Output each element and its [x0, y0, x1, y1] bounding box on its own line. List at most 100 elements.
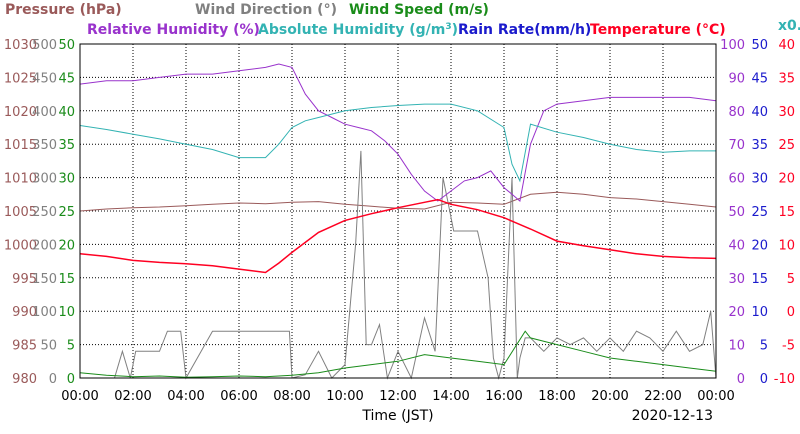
right-axes: 0102030405060708090100051015202530354045… — [720, 38, 795, 387]
tick-wind_direction: 50 — [40, 339, 57, 354]
tick-time: 20:00 — [591, 389, 628, 404]
tick-pressure: 990 — [12, 305, 37, 320]
tick-pressure: 995 — [12, 272, 37, 287]
tick-rain_rate: 15 — [751, 272, 768, 287]
tick-wind_speed: 50 — [58, 38, 75, 53]
tick-time: 00:00 — [61, 389, 98, 404]
tick-temperature: 40 — [778, 38, 795, 53]
tick-rain_rate: 10 — [751, 305, 768, 320]
tick-rain_rate: 40 — [751, 105, 768, 120]
tick-time: 10:00 — [326, 389, 363, 404]
tick-rain_rate: 50 — [751, 38, 768, 53]
tick-time: 02:00 — [114, 389, 151, 404]
left-axes: 9809859909951000100510101015102010251030… — [4, 38, 75, 387]
tick-wind_direction: 400 — [32, 105, 57, 120]
tick-pressure: 985 — [12, 339, 37, 354]
tick-time: 14:00 — [432, 389, 469, 404]
tick-relative_humidity: 70 — [728, 138, 745, 153]
tick-wind_direction: 0 — [49, 372, 57, 387]
tick-wind_speed: 10 — [58, 305, 75, 320]
tick-rain_rate: 35 — [751, 138, 768, 153]
tick-wind_speed: 40 — [58, 105, 75, 120]
tick-pressure: 1010 — [4, 172, 37, 187]
tick-temperature: 25 — [778, 138, 795, 153]
legend-wind_speed: Wind Speed (m/s) — [349, 2, 489, 18]
tick-relative_humidity: 0 — [737, 372, 745, 387]
tick-rain_rate: 20 — [751, 238, 768, 253]
tick-temperature: 0 — [787, 305, 795, 320]
tick-wind_direction: 350 — [32, 138, 57, 153]
legend-temperature: Temperature (°C) — [590, 22, 726, 38]
series-wind_speed-line — [79, 103, 716, 183]
tick-relative_humidity: 50 — [728, 205, 745, 220]
tick-wind_direction: 450 — [32, 71, 57, 86]
tick-time: 08:00 — [273, 389, 310, 404]
legend-row-2: Relative Humidity (%)Absolute Humidity (… — [87, 22, 726, 38]
tick-temperature: 35 — [778, 71, 795, 86]
tick-time: 12:00 — [379, 389, 416, 404]
tick-relative_humidity: 20 — [728, 305, 745, 320]
plot-frame — [79, 43, 717, 379]
legend-rain_rate: Rain Rate(mm/h) — [458, 22, 591, 38]
tick-pressure: 1030 — [4, 38, 37, 53]
tick-time: 22:00 — [644, 389, 681, 404]
tick-time: 16:00 — [485, 389, 522, 404]
tick-wind_direction: 300 — [32, 172, 57, 187]
series-temperature-line — [79, 198, 717, 274]
tick-wind_direction: 100 — [32, 305, 57, 320]
x-axis: 00:00 02:00 04:00 06:00 08:00 10:00 12:00 14:00… — [61, 389, 734, 404]
tick-wind_speed: 35 — [58, 138, 75, 153]
tick-wind_speed: 0 — [67, 372, 75, 387]
tick-pressure: 980 — [12, 372, 37, 387]
tick-pressure: 1005 — [4, 205, 37, 220]
tick-temperature: 5 — [787, 272, 795, 287]
grid — [80, 44, 716, 378]
tick-wind_speed: 5 — [67, 339, 75, 354]
tick-temperature: 20 — [778, 172, 795, 187]
legend-relative_humidity: Relative Humidity (%) — [87, 22, 260, 38]
series-relative_humidity-line — [79, 63, 717, 202]
legend-row-1: Pressure (hPa) Wind Direction (°) Wind Spe… — [5, 2, 489, 18]
tick-wind_speed: 20 — [58, 238, 75, 253]
tick-pressure: 1015 — [4, 138, 37, 153]
tick-wind_direction: 200 — [32, 238, 57, 253]
tick-temperature: -5 — [782, 339, 795, 354]
tick-relative_humidity: 100 — [720, 38, 745, 53]
tick-rain_rate: 5 — [760, 339, 768, 354]
tick-wind_direction: 150 — [32, 272, 57, 287]
legend-wind_direction: Wind Direction (°) — [195, 2, 337, 18]
tick-temperature: 10 — [778, 238, 795, 253]
legend-absolute_humidity: Absolute Humidity (g/m3) — [258, 22, 458, 38]
date-label: 2020-12-13 — [632, 408, 713, 424]
tick-temperature: 30 — [778, 105, 795, 120]
x-axis-label: Time (JST) — [361, 408, 433, 424]
tick-relative_humidity: 30 — [728, 272, 745, 287]
tick-wind_speed: 15 — [58, 272, 75, 287]
tick-temperature: 15 — [778, 205, 795, 220]
tick-relative_humidity: 10 — [728, 339, 745, 354]
series-wind_direction-line — [80, 150, 717, 380]
tick-rain_rate: 25 — [751, 205, 768, 220]
tick-wind_speed: 25 — [58, 205, 75, 220]
tick-wind_direction: 250 — [32, 205, 57, 220]
tick-rain_rate: 0 — [760, 372, 768, 387]
tick-relative_humidity: 40 — [728, 238, 745, 253]
tick-time: 04:00 — [167, 389, 204, 404]
tick-relative_humidity: 90 — [728, 71, 745, 86]
series-group — [79, 63, 717, 380]
tick-time: 00:00 — [697, 389, 734, 404]
tick-pressure: 1025 — [4, 71, 37, 86]
legend-pressure: Pressure (hPa) — [5, 2, 122, 18]
tick-time: 06:00 — [220, 389, 257, 404]
series-wind_speed-line — [79, 330, 717, 378]
tick-time: 18:00 — [538, 389, 575, 404]
tick-relative_humidity: 60 — [728, 172, 745, 187]
tick-wind_speed: 30 — [58, 172, 75, 187]
multiplier-label: x0.1 — [778, 18, 800, 34]
tick-wind_speed: 45 — [58, 71, 75, 86]
tick-rain_rate: 45 — [751, 71, 768, 86]
tick-rain_rate: 30 — [751, 172, 768, 187]
tick-relative_humidity: 80 — [728, 105, 745, 120]
tick-pressure: 1020 — [4, 105, 37, 120]
